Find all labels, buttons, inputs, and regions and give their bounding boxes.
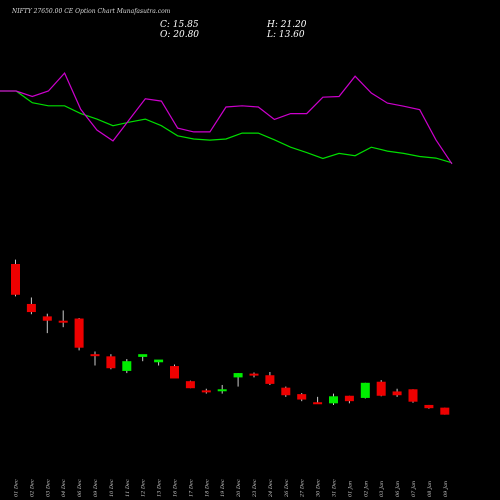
candle-down — [424, 404, 434, 409]
candle-down — [11, 264, 20, 295]
chart-title: NIFTY 27650.00 CE Option Chart Munafasut… — [12, 8, 171, 15]
x-tick-label: 02 Jan — [363, 481, 369, 497]
x-tick-label: 02 Dec — [29, 479, 35, 497]
x-tick-label: 08 Jan — [427, 481, 433, 497]
candle-up — [122, 361, 132, 371]
x-tick-label: 30 Dec — [316, 479, 322, 497]
x-tick-label: 09 Jan — [443, 481, 449, 497]
candle-down — [58, 320, 68, 323]
x-tick-label: 04 Dec — [61, 479, 67, 497]
candle-up — [138, 354, 148, 357]
candle-up — [233, 373, 243, 378]
x-tick-label: 19 Dec — [220, 479, 226, 497]
close-value: C: 15.85 — [160, 20, 199, 30]
candle-up — [329, 396, 338, 404]
low-value: L: 13.60 — [267, 30, 305, 40]
candle-down — [408, 389, 418, 402]
x-tick-label: 24 Dec — [268, 479, 274, 498]
x-tick-label: 10 Dec — [109, 479, 115, 497]
magenta-line-series — [0, 72, 453, 165]
x-tick-label: 07 Jan — [411, 481, 417, 497]
x-tick-label: 23 Dec — [252, 479, 258, 498]
candle-down — [265, 375, 275, 384]
candle-down — [281, 387, 291, 396]
x-tick-label: 20 Dec — [236, 479, 242, 498]
x-tick-label: 03 Jan — [379, 481, 385, 497]
high-value: H: 21.20 — [267, 20, 307, 30]
candle-down — [90, 354, 100, 357]
candle-down — [26, 303, 36, 313]
candle-down — [392, 391, 402, 396]
open-value: O: 20.80 — [160, 30, 200, 40]
x-tick-label: 26 Dec — [284, 479, 290, 498]
candle-down — [170, 366, 179, 379]
x-tick-label: 13 Dec — [157, 479, 163, 497]
candle-up — [217, 389, 227, 392]
x-tick-label: 01 Jan — [347, 481, 353, 497]
candle-down — [249, 373, 259, 376]
x-tick-label: 16 Dec — [173, 479, 179, 497]
x-tick-label: 03 Dec — [45, 479, 51, 497]
candle-down — [376, 381, 386, 396]
x-tick-label: 31 Dec — [332, 479, 338, 497]
candle-down — [74, 318, 84, 348]
candle-down — [106, 356, 116, 369]
candle-down — [42, 316, 52, 321]
x-tick-label: 06 Jan — [395, 481, 401, 497]
candle-down — [297, 394, 307, 400]
candle-down — [313, 402, 323, 405]
x-tick-label: 17 Dec — [188, 479, 194, 497]
x-tick-label: 09 Dec — [93, 479, 99, 497]
green-line-series — [0, 90, 453, 164]
x-tick-label: 06 Dec — [77, 479, 83, 497]
candle-down — [185, 381, 195, 389]
candle-down — [344, 395, 354, 402]
candle-down — [440, 407, 450, 415]
x-tick-label: 01 Dec — [14, 479, 20, 497]
candle-down — [201, 390, 211, 393]
x-tick-label: 18 Dec — [204, 479, 210, 497]
x-tick-label: 11 Dec — [125, 479, 131, 497]
candle-up — [154, 359, 164, 363]
x-tick-label: 12 Dec — [141, 479, 147, 497]
x-tick-label: 27 Dec — [300, 479, 306, 498]
candle-up — [360, 382, 370, 398]
